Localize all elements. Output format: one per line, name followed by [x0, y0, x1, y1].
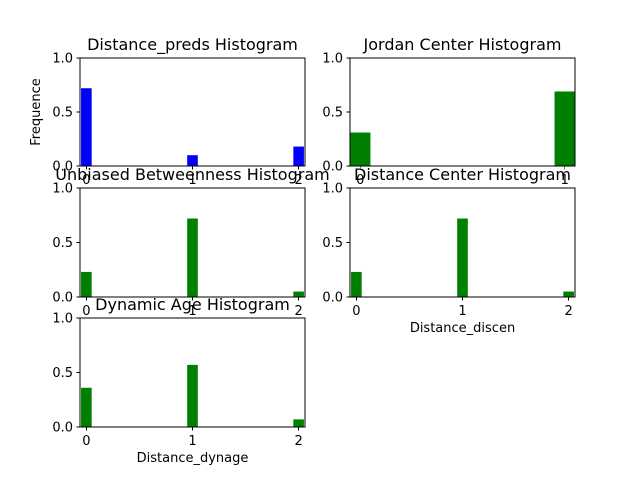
y-tick-label: 0.0 — [322, 291, 343, 306]
y-tick-label: 0.5 — [322, 106, 343, 121]
x-axis-label: Distance_discen — [410, 321, 515, 336]
x-tick-label: 0 — [356, 173, 364, 188]
subplot-5: 0.0 0.5 1.0 0 1 2 Dynamic Age Histogram Distanc… — [52, 295, 306, 466]
bar-0 — [81, 271, 92, 297]
chart-title: Distance_preds Histogram — [87, 35, 298, 55]
x-axis-label: Distance_dynage — [137, 451, 249, 466]
y-tick-label: 0.0 — [322, 160, 343, 175]
bar-1 — [457, 218, 468, 297]
y-axis-label: Frequence — [29, 78, 44, 145]
x-tick-label: 2 — [294, 173, 302, 188]
y-tick-label: 0.5 — [52, 106, 73, 121]
bar-0 — [351, 271, 362, 297]
y-tick-label: 1.0 — [52, 52, 73, 67]
y-tick-label: 0.5 — [52, 366, 73, 381]
y-tick-label: 0.5 — [52, 236, 73, 251]
x-tick-label: 2 — [294, 434, 302, 449]
y-tick-label: 1.0 — [52, 312, 73, 327]
y-tick-label: 0.5 — [322, 236, 343, 251]
bar-1 — [554, 91, 575, 166]
chart-title: Unbiased Betweenness Histogram — [55, 165, 329, 184]
subplot-4: 0.0 0.5 1.0 0 1 2 Distance Center Histogram Dis… — [322, 165, 576, 336]
x-tick-label: 1 — [188, 434, 196, 449]
y-tick-label: 1.0 — [322, 182, 343, 197]
x-tick-label: 1 — [561, 173, 569, 188]
y-tick-label: 0.0 — [52, 421, 73, 436]
x-tick-label: 1 — [188, 304, 196, 319]
subplot-1: 0.0 0.5 1.0 0 1 2 Distance_preds Histogram Freq… — [29, 35, 306, 188]
x-tick-label: 0 — [82, 434, 90, 449]
axes-frame — [79, 57, 306, 167]
y-tick-label: 1.0 — [52, 182, 73, 197]
bar-2 — [293, 291, 304, 297]
x-tick-label: 1 — [188, 173, 196, 188]
x-tick-label: 1 — [458, 304, 466, 319]
bar-1 — [187, 218, 198, 297]
y-tick-label: 0.0 — [52, 160, 73, 175]
x-tick-label: 2 — [294, 304, 302, 319]
y-tick-label: 0.0 — [52, 291, 73, 306]
x-tick-label: 0 — [82, 173, 90, 188]
subplot-2: 0.0 0.5 1.0 0 1 Jordan Center Histogram — [322, 35, 576, 188]
bar-0 — [81, 387, 92, 427]
bar-1 — [187, 364, 198, 427]
axes-frame — [349, 57, 576, 167]
bar-2 — [293, 146, 304, 166]
chart-title: Distance Center Histogram — [354, 165, 571, 184]
chart-title: Dynamic Age Histogram — [95, 295, 290, 314]
x-tick-label: 2 — [564, 304, 572, 319]
x-tick-label: 0 — [352, 304, 360, 319]
bar-0 — [350, 132, 371, 166]
bar-1 — [187, 155, 198, 166]
x-tick-label: 0 — [82, 304, 90, 319]
bar-2 — [563, 291, 574, 297]
bar-0 — [81, 88, 92, 166]
chart-title: Jordan Center Histogram — [363, 35, 562, 54]
y-tick-label: 1.0 — [322, 52, 343, 67]
bar-2 — [293, 419, 304, 427]
